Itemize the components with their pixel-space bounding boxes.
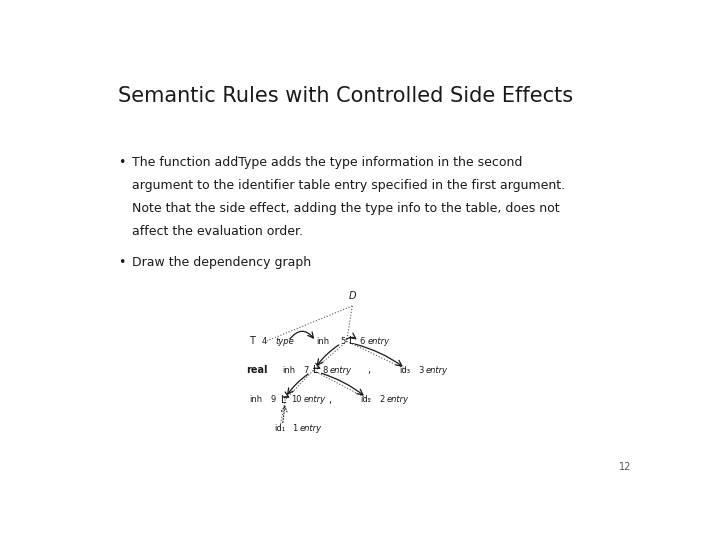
Text: type: type [276,337,294,346]
Text: entry: entry [330,366,352,375]
Text: 4: 4 [261,337,266,346]
Text: entry: entry [368,337,390,346]
Text: id₁: id₁ [274,424,285,433]
Text: 12: 12 [619,462,631,472]
Text: ,: , [367,366,371,375]
Text: Semantic Rules with Controlled Side Effects: Semantic Rules with Controlled Side Effe… [118,85,573,106]
Text: entry: entry [426,366,448,375]
Text: •: • [118,156,125,169]
Text: inh: inh [316,337,329,346]
Text: ,: , [328,395,331,404]
Text: id₂: id₂ [361,395,372,404]
Text: L: L [313,366,319,375]
Text: 6: 6 [359,337,364,346]
Text: 5: 5 [340,337,345,346]
Text: 8: 8 [323,366,328,375]
Text: real: real [246,366,268,375]
Text: Note that the side effect, adding the type info to the table, does not: Note that the side effect, adding the ty… [132,202,559,215]
Text: T: T [248,336,255,346]
Text: entry: entry [303,395,325,404]
Text: 2: 2 [379,395,384,404]
Text: L: L [281,395,287,404]
Text: 3: 3 [418,366,423,375]
Text: entry: entry [300,424,321,433]
Text: inh: inh [249,395,262,404]
Text: D: D [348,291,356,301]
Text: id₃: id₃ [400,366,410,375]
Text: 7: 7 [303,366,309,375]
Text: 1: 1 [292,424,297,433]
Text: Draw the dependency graph: Draw the dependency graph [132,256,311,269]
Text: •: • [118,256,125,269]
Text: argument to the identifier table entry specified in the first argument.: argument to the identifier table entry s… [132,179,565,192]
Text: 9: 9 [270,395,276,404]
Text: inh: inh [282,366,296,375]
Text: The function addType adds the type information in the second: The function addType adds the type infor… [132,156,522,169]
Text: entry: entry [387,395,409,404]
Text: affect the evaluation order.: affect the evaluation order. [132,225,303,238]
Text: L: L [349,336,355,346]
Text: 10: 10 [291,395,302,404]
